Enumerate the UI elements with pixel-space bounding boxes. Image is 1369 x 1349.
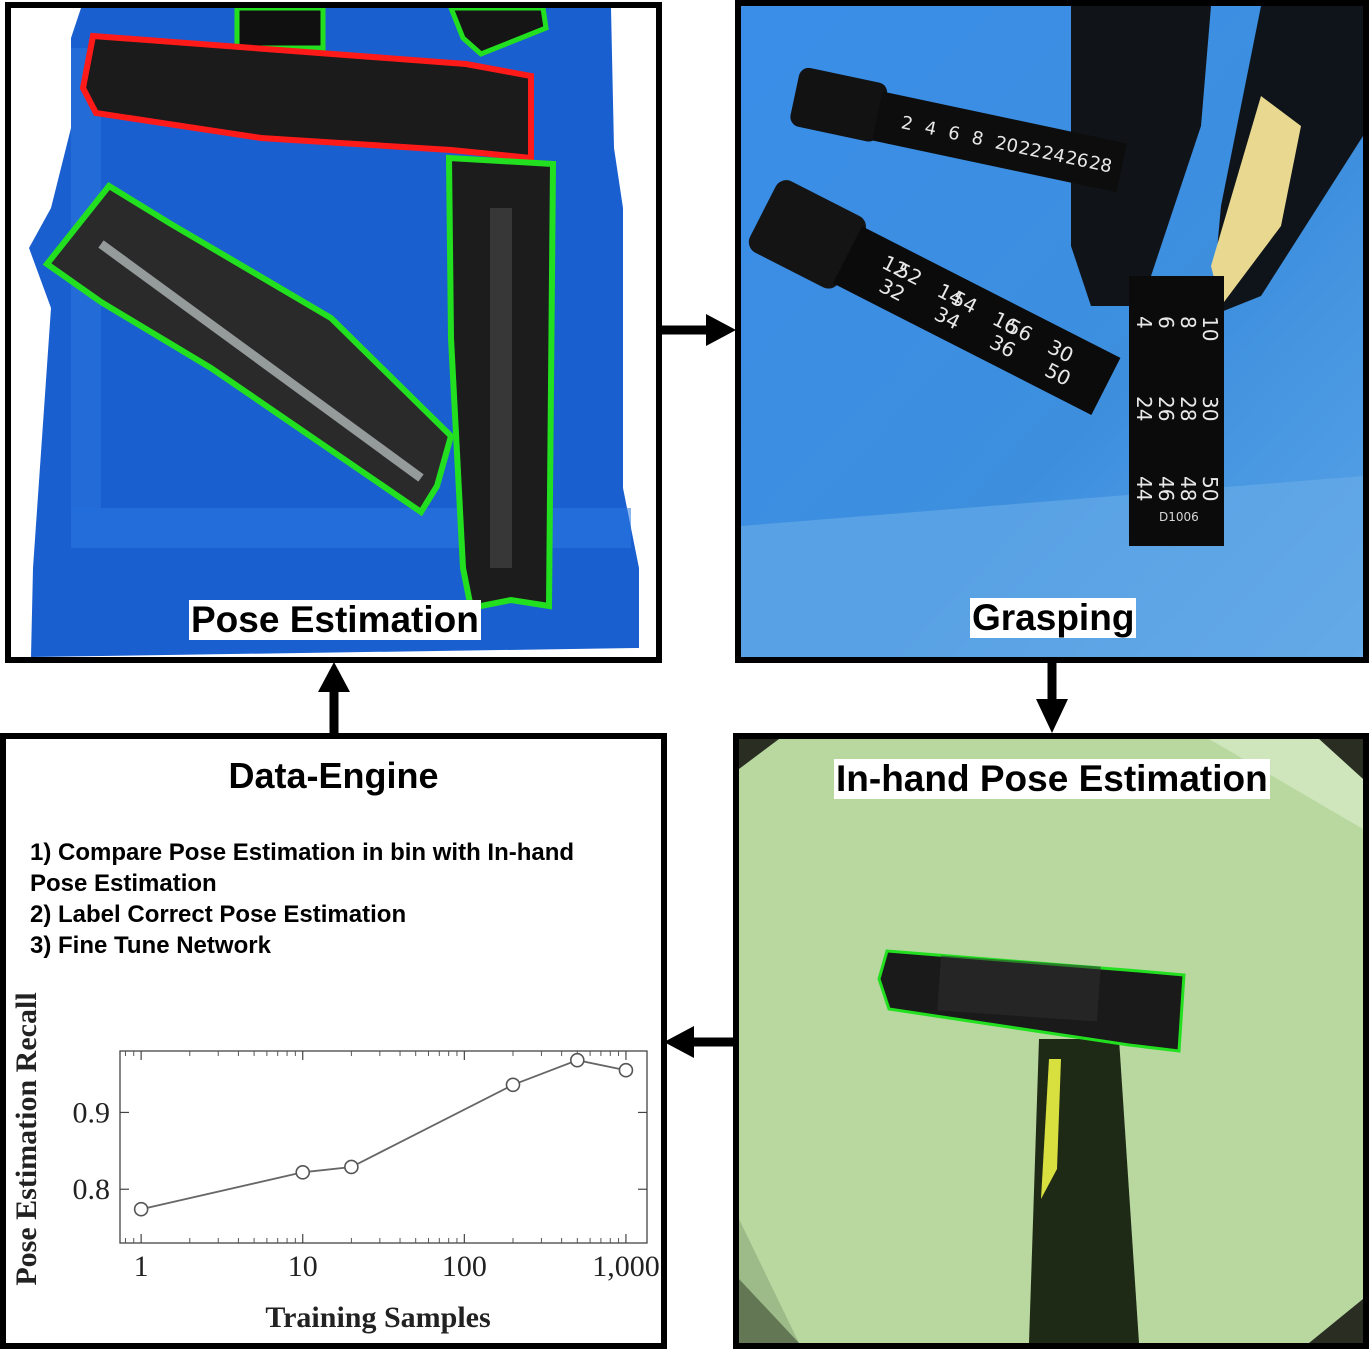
series-line	[140, 1059, 627, 1211]
data-point	[618, 1062, 634, 1078]
inhand-caption: In-hand Pose Estimation	[834, 758, 1270, 799]
dial-number: 10	[1198, 316, 1222, 341]
step-2: 2) Label Correct Pose Estimation	[30, 901, 407, 928]
dial-number: 28	[1176, 396, 1200, 421]
data-engine-title: Data-Engine	[228, 755, 439, 796]
dial-number: 50	[1198, 476, 1222, 501]
chart-xlabel: Training Samples	[265, 1301, 490, 1334]
data-point	[295, 1165, 311, 1180]
dial-number: 28	[1087, 152, 1114, 177]
data-point	[344, 1159, 359, 1175]
dial-number: 24	[1040, 142, 1067, 167]
x-tick-label: 1,000	[592, 1250, 660, 1283]
dial-number: 48	[1176, 476, 1200, 501]
dial-number: 8	[970, 127, 986, 150]
inhand-image	[739, 739, 1363, 1343]
chart-ylabel: Pose Estimation Recall	[10, 992, 43, 1285]
dial-number: 6	[1154, 316, 1178, 329]
data-engine-steps: 1) Compare Pose Estimation in bin with I…	[30, 837, 630, 961]
pose-estimation-caption: Pose Estimation	[189, 599, 481, 640]
recall-chart: 1 10 100 1,000 0.8 0.9 Training Samples Pose …	[10, 992, 660, 1334]
x-tick-label: 1	[134, 1250, 149, 1283]
dial-number: 46	[1154, 476, 1178, 501]
data-point	[505, 1077, 521, 1093]
dial-number: 24	[1132, 396, 1156, 421]
dial-number: 4	[1132, 316, 1156, 329]
inhand-panel: In-hand Pose Estimation	[733, 733, 1369, 1349]
part-label: D1006	[1159, 510, 1199, 524]
dial-number: 44	[1132, 476, 1156, 501]
step-1: 1) Compare Pose Estimation in bin with I…	[30, 839, 575, 897]
data-point	[133, 1201, 149, 1217]
step-3: 3) Fine Tune Network	[30, 932, 271, 959]
chart-frame	[119, 1050, 648, 1244]
x-tick-label: 10	[288, 1250, 318, 1283]
pose-estimation-image	[11, 8, 656, 657]
dial-number: 2	[899, 112, 915, 135]
x-tick-label: 100	[442, 1250, 487, 1283]
arrow-dataengine-to-pose	[318, 662, 350, 734]
data-point	[569, 1052, 585, 1068]
arrow-pose-to-grasp	[662, 314, 736, 346]
y-tick-label: 0.9	[73, 1096, 111, 1129]
dial-number: 26	[1154, 396, 1178, 421]
dial-number: 6	[946, 122, 962, 145]
grasping-caption: Grasping	[970, 597, 1137, 638]
dial-number: 30	[1198, 396, 1222, 421]
dial-number: 22	[1017, 137, 1044, 162]
arrow-inhand-to-dataengine	[664, 1026, 736, 1058]
dial-number: 4	[923, 117, 939, 140]
dial-number: 20	[993, 132, 1020, 157]
pose-estimation-panel: Pose Estimation	[5, 2, 662, 663]
dial-number: 26	[1064, 147, 1091, 172]
dial-number: 8	[1176, 316, 1200, 329]
y-tick-label: 0.8	[73, 1173, 111, 1206]
arrow-grasp-to-inhand	[1036, 663, 1068, 733]
data-engine-panel: Data-Engine 1) Compare Pose Estimation i…	[0, 733, 667, 1349]
